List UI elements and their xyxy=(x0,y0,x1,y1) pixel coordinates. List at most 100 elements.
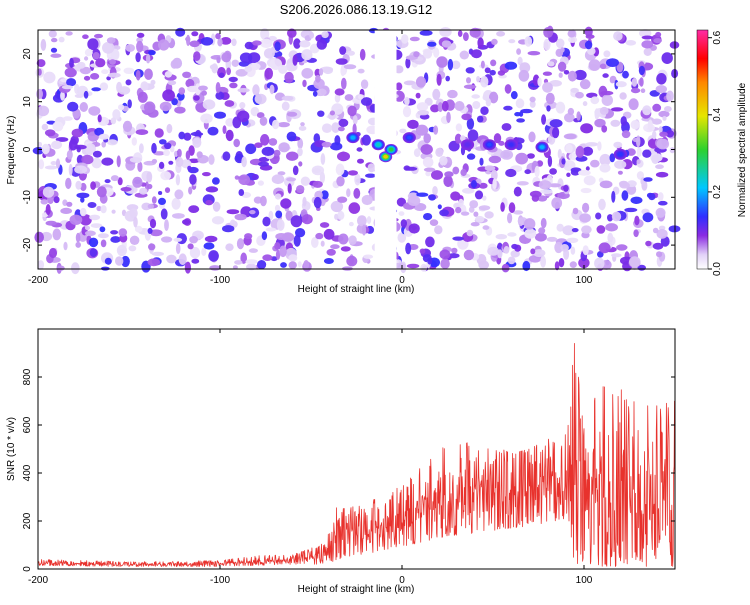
heatmap-cell xyxy=(548,183,562,188)
heatmap-cell xyxy=(570,87,579,93)
heatmap-cell xyxy=(554,261,560,271)
heatmap-cell xyxy=(292,165,299,176)
snr-x-tick-label: -200 xyxy=(28,575,48,586)
heatmap-cell xyxy=(491,38,498,46)
heatmap-cell xyxy=(81,154,94,165)
heatmap-cell xyxy=(427,257,433,265)
heatmap-cell xyxy=(279,245,287,258)
heatmap-cell xyxy=(160,208,168,220)
heatmap-cell xyxy=(261,146,275,156)
heatmap-cell xyxy=(214,111,226,119)
heatmap-cells xyxy=(32,25,681,275)
heatmap-cell xyxy=(527,51,541,56)
heatmap-cell xyxy=(630,87,641,94)
heatmap-cell xyxy=(425,170,431,177)
heatmap-cell xyxy=(221,52,232,63)
heatmap-cell xyxy=(222,151,231,161)
heatmap-cell xyxy=(622,70,629,79)
heatmap-cell xyxy=(97,114,102,123)
heatmap-cell xyxy=(488,155,502,164)
heatmap-cell xyxy=(446,111,451,124)
heatmap-cell xyxy=(404,96,410,106)
heatmap-cell xyxy=(575,91,584,99)
heatmap-cell xyxy=(579,213,591,223)
heatmap-cell xyxy=(135,70,141,81)
heatmap-cell xyxy=(581,225,592,234)
heatmap-cell xyxy=(397,232,407,243)
heatmap-cell xyxy=(394,90,405,102)
heatmap-cell xyxy=(522,260,531,272)
heatmap-cell xyxy=(301,68,314,79)
heatmap-cell xyxy=(191,258,200,264)
heatmap-cell xyxy=(584,40,593,50)
heatmap-cell xyxy=(42,186,55,198)
heatmap-cell xyxy=(102,41,115,54)
heatmap-cell xyxy=(151,158,158,164)
heatmap-cell xyxy=(151,142,157,154)
heatmap-cell xyxy=(339,46,347,55)
heatmap-cell xyxy=(541,114,547,125)
heatmap-cell xyxy=(82,34,89,39)
heatmap-cell xyxy=(555,38,565,49)
heatmap-cell xyxy=(84,48,93,57)
colorbar-tick-label: 0.0 xyxy=(712,262,723,276)
snr-y-axis-label: SNR (10 * v/v) xyxy=(6,417,17,481)
heatmap-cell xyxy=(451,247,458,254)
heatmap-cell xyxy=(184,261,191,274)
heatmap-cell xyxy=(90,73,100,80)
heatmap-cell xyxy=(361,224,367,236)
heatmap-cell xyxy=(570,167,582,173)
heatmap-cell xyxy=(185,150,191,160)
heatmap-cell xyxy=(455,206,462,214)
heatmap-cell xyxy=(313,196,322,209)
heatmap-cell xyxy=(174,189,184,200)
heatmap-cell xyxy=(136,32,145,38)
heatmap-cell xyxy=(337,196,348,203)
heatmap-cell xyxy=(244,233,253,240)
heatmap-cell xyxy=(177,148,182,158)
heatmap-cell xyxy=(407,119,419,129)
heatmap-cell xyxy=(463,84,477,90)
heatmap-cell xyxy=(367,163,376,173)
heatmap-cell xyxy=(450,191,461,201)
heatmap-cell xyxy=(172,213,185,219)
heatmap-cell xyxy=(431,170,443,180)
heatmap-cell xyxy=(205,186,219,193)
heatmap-cell xyxy=(268,210,274,221)
heatmap-cell xyxy=(452,166,460,175)
snr-y-axis: 0 200 400 600 800 xyxy=(22,368,675,572)
heatmap-cell xyxy=(639,29,652,38)
heatmap-cell xyxy=(585,142,599,147)
heatmap-cell xyxy=(640,88,646,93)
heatmap-cell xyxy=(257,260,267,270)
heatmap-cell xyxy=(471,94,481,99)
heatmap-cell xyxy=(507,212,513,224)
heatmap-cell xyxy=(455,123,463,132)
heatmap-cell xyxy=(489,69,496,76)
heatmap-cell xyxy=(500,202,505,212)
heatmap-cell xyxy=(187,165,192,171)
heatmap-cell xyxy=(363,254,374,259)
heatmap-cell xyxy=(144,101,156,113)
heatmap-cell xyxy=(400,219,407,228)
heatmap-cell xyxy=(361,194,373,206)
heatmap-cell xyxy=(630,196,643,204)
heatmap-cell xyxy=(437,102,444,113)
heatmap-cell xyxy=(457,30,463,37)
heatmap-cell xyxy=(607,214,613,222)
heatmap-cell xyxy=(597,141,602,151)
heatmap-cell xyxy=(224,100,235,107)
heatmap-cell xyxy=(92,52,100,60)
heatmap-cell xyxy=(245,143,257,155)
heatmap-cell xyxy=(79,214,92,226)
heatmap-cell xyxy=(217,38,223,47)
heatmap-cell xyxy=(262,254,273,261)
heatmap-cell xyxy=(53,196,60,204)
heatmap-cell xyxy=(193,51,201,61)
heatmap-cell xyxy=(233,138,240,148)
heatmap-cell xyxy=(582,101,588,107)
heatmap-cell xyxy=(346,50,355,56)
heatmap-cell xyxy=(419,30,433,36)
heatmap-cell xyxy=(264,67,273,80)
heatmap-cell xyxy=(83,90,89,99)
